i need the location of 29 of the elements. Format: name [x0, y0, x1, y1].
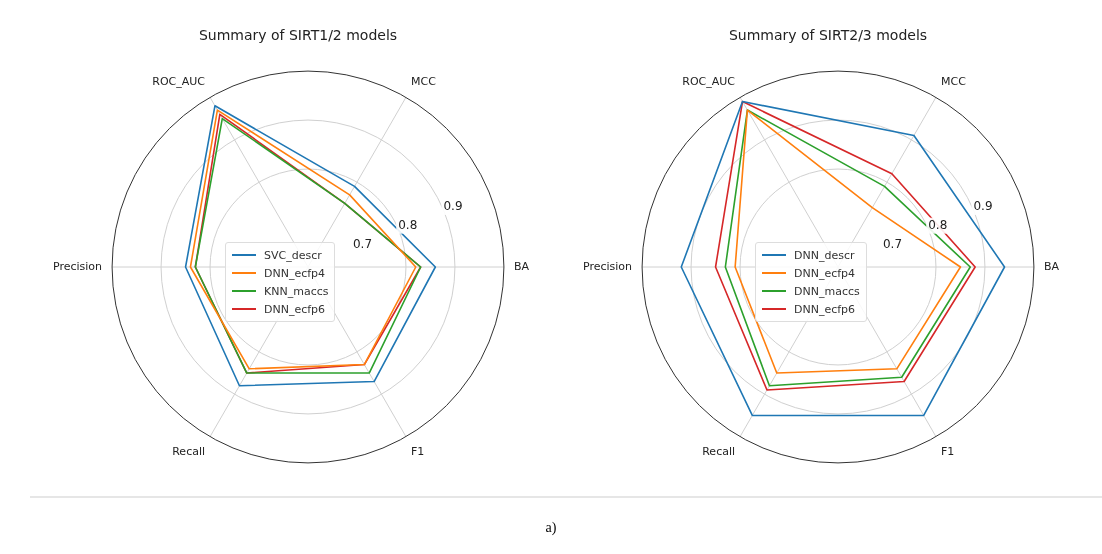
- text: a): [544, 520, 558, 536]
- spoke-label: Recall: [702, 444, 736, 458]
- legend-label: DNN_ecfp6: [794, 302, 856, 316]
- chart-title: Summary of SIRT1/2 models: [198, 27, 398, 44]
- y-tick-label: 0.9: [973, 199, 993, 214]
- spoke-label: F1: [940, 444, 955, 458]
- y-tick-label: 0.9: [443, 199, 463, 214]
- y-tick-label: 0.7: [352, 236, 373, 251]
- spoke-label: Precision: [582, 259, 633, 273]
- spoke-label: F1: [410, 444, 425, 458]
- spoke-label: BA: [1043, 259, 1060, 273]
- spoke-label: ROC_AUC: [152, 74, 206, 88]
- spoke-label: Recall: [172, 444, 206, 458]
- y-tick-label: 0.8: [398, 217, 418, 232]
- spoke-label: MCC: [940, 74, 967, 88]
- y-tick-label: 0.7: [882, 236, 903, 251]
- legend-label: DNN_ecfp6: [264, 302, 326, 316]
- chart-title: Summary of SIRT2/3 models: [728, 27, 928, 44]
- legend-label: SVC_descr: [264, 248, 322, 262]
- legend-label: DNN_descr: [794, 248, 855, 262]
- spoke-label: Precision: [52, 259, 103, 273]
- legend-label: DNN_ecfp4: [264, 266, 326, 280]
- spoke-label: MCC: [410, 74, 437, 88]
- spoke-label: ROC_AUC: [682, 74, 736, 88]
- legend-label: DNN_ecfp4: [794, 266, 856, 280]
- y-tick-label: 0.8: [928, 217, 948, 232]
- legend-label: DNN_maccs: [794, 284, 860, 298]
- legend-label: KNN_maccs: [264, 284, 329, 298]
- spoke-label: BA: [513, 259, 530, 273]
